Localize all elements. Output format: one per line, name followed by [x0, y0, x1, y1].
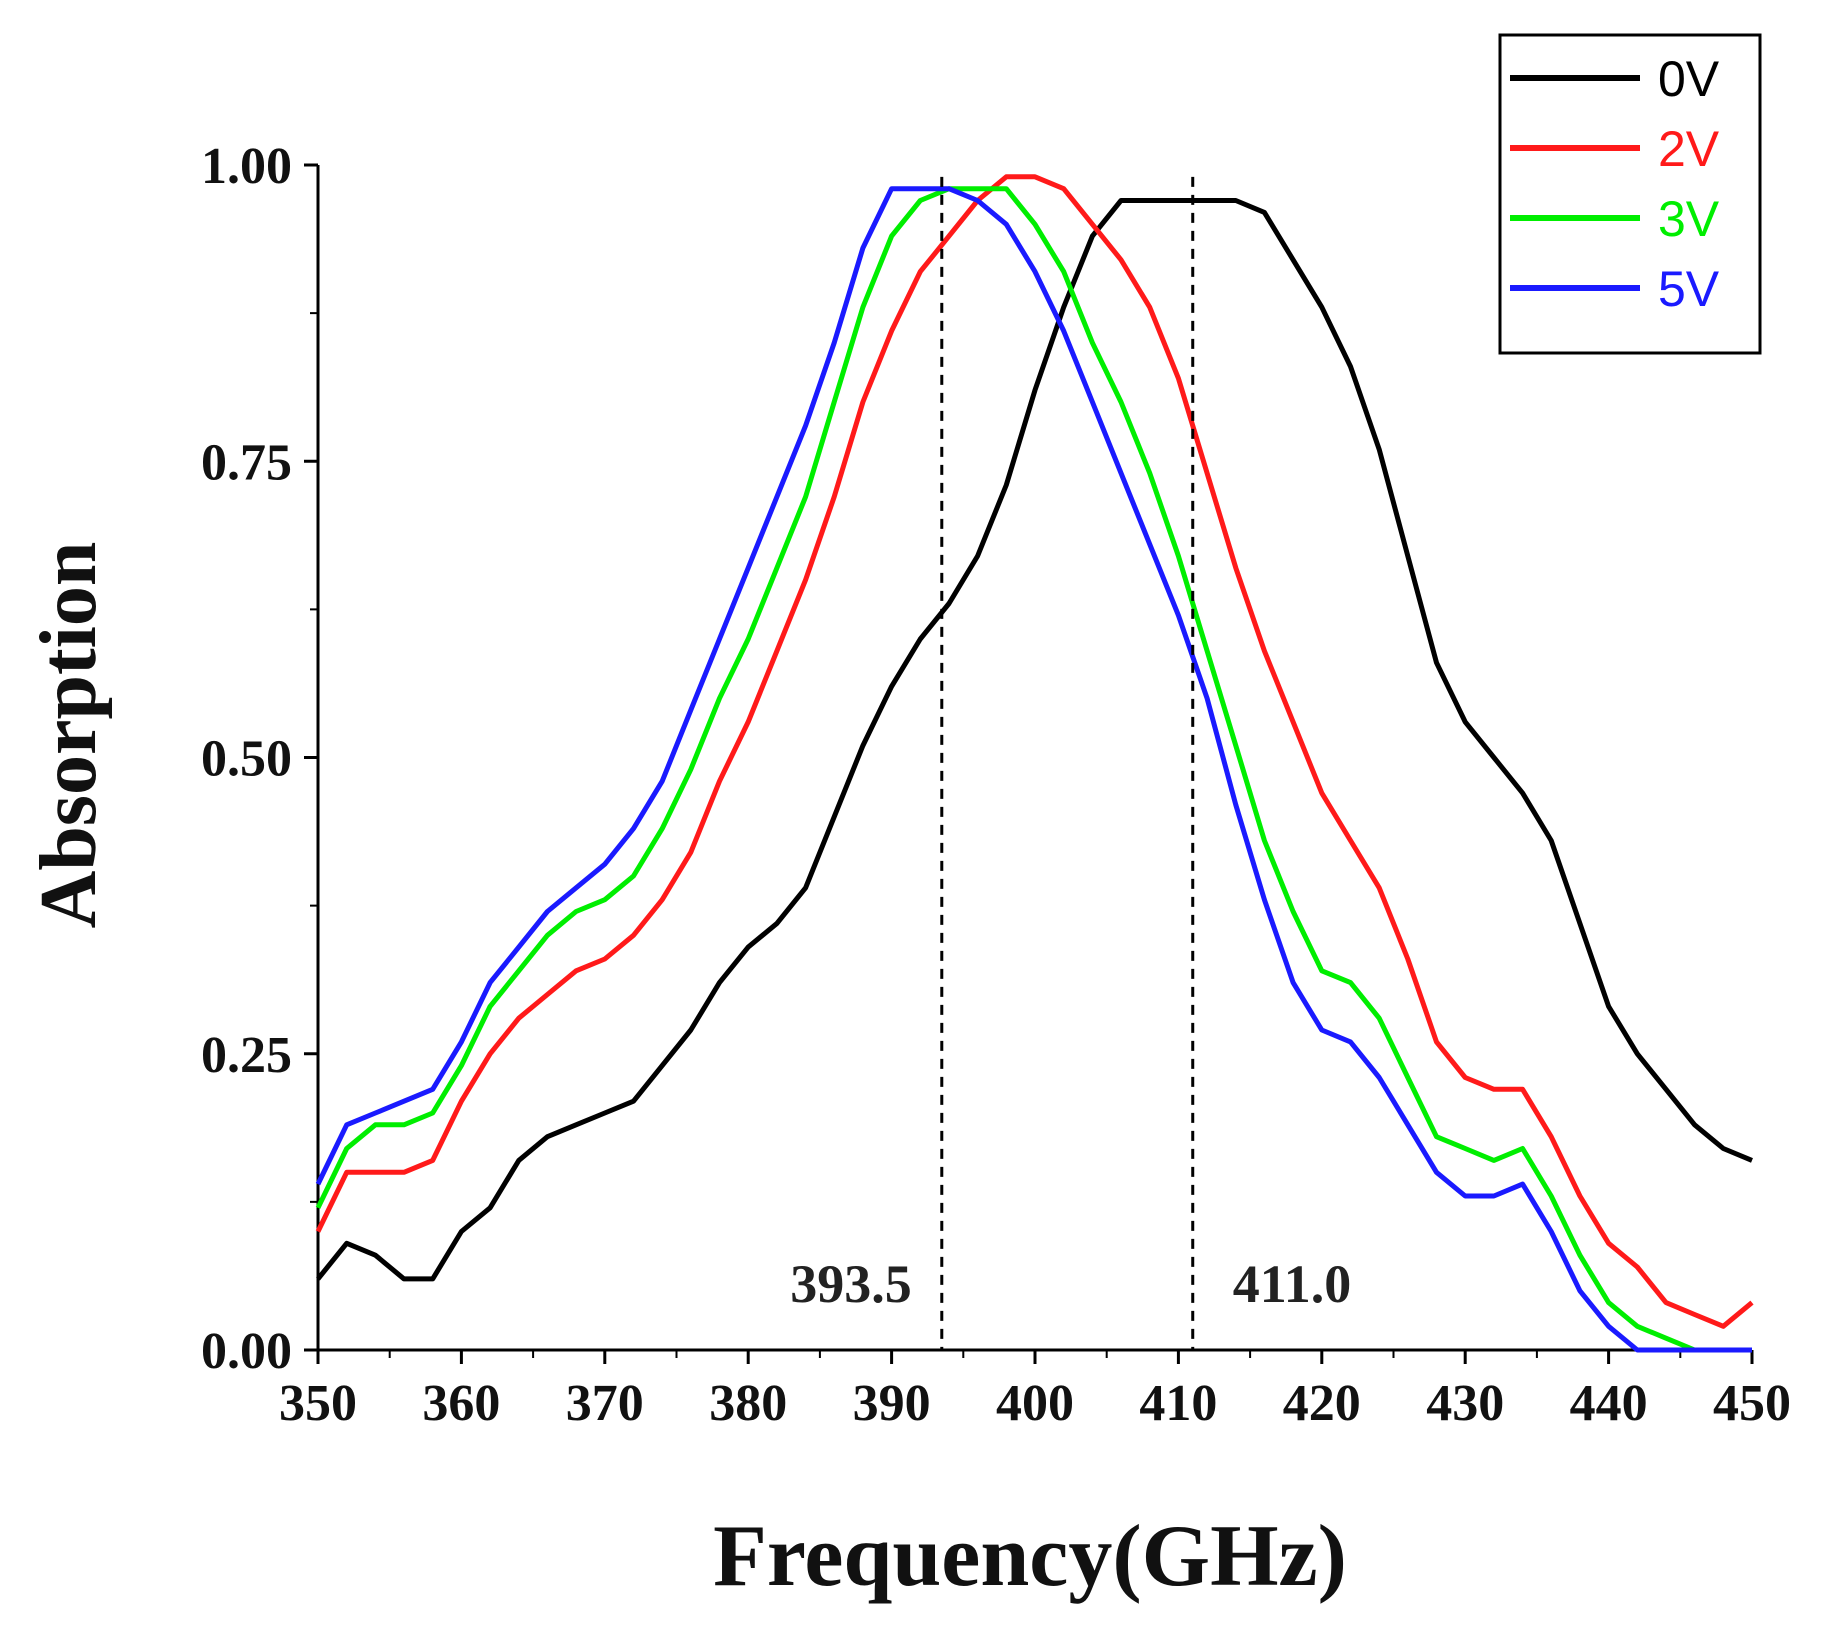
legend-label-0V: 0V [1658, 51, 1720, 107]
legend-label-2V: 2V [1658, 121, 1720, 177]
x-tick-label: 440 [1570, 1375, 1648, 1432]
y-axis-title: Absorption [25, 542, 113, 929]
x-tick-label: 350 [279, 1375, 357, 1432]
x-tick-label: 410 [1139, 1375, 1217, 1432]
x-tick-label: 360 [422, 1375, 500, 1432]
series-line-2V [315, 174, 1754, 1329]
x-tick-label: 380 [709, 1375, 787, 1432]
annotation-label-393.5: 393.5 [790, 1254, 912, 1314]
y-tick-label: 0.75 [201, 434, 292, 491]
y-tick-label: 0.50 [201, 731, 292, 788]
series-line-0V [316, 198, 1753, 1282]
x-tick-label: 420 [1283, 1375, 1361, 1432]
x-tick-label: 400 [996, 1375, 1074, 1432]
x-axis-title: Frequency(GHz) [713, 1508, 1347, 1605]
y-tick-label: 1.00 [201, 138, 292, 195]
y-axis-ticks: 0.00 0.25 0.50 0.75 1.00 [201, 138, 318, 1380]
y-tick-label: 0.25 [201, 1027, 292, 1084]
legend-label-5V: 5V [1658, 261, 1720, 317]
y-tick-label: 0.00 [201, 1323, 292, 1380]
series-line-5V [315, 186, 1752, 1353]
series-line-3V [315, 186, 1752, 1353]
x-axis-ticks: 350 360 370 380 390 400 410 420 430 440 450 [279, 1350, 1791, 1432]
legend-box [1498, 33, 1762, 355]
legend-label-3V: 3V [1658, 191, 1720, 247]
series-layer [315, 174, 1754, 1353]
x-tick-label: 450 [1713, 1375, 1791, 1432]
x-tick-label: 390 [853, 1375, 931, 1432]
legend: 0V 2V 3V 5V [1498, 33, 1762, 355]
annotation-layer: 393.5 411.0 [790, 176, 1352, 1350]
annotation-label-411.0: 411.0 [1233, 1254, 1352, 1314]
x-tick-label: 370 [566, 1375, 644, 1432]
x-tick-label: 430 [1426, 1375, 1504, 1432]
